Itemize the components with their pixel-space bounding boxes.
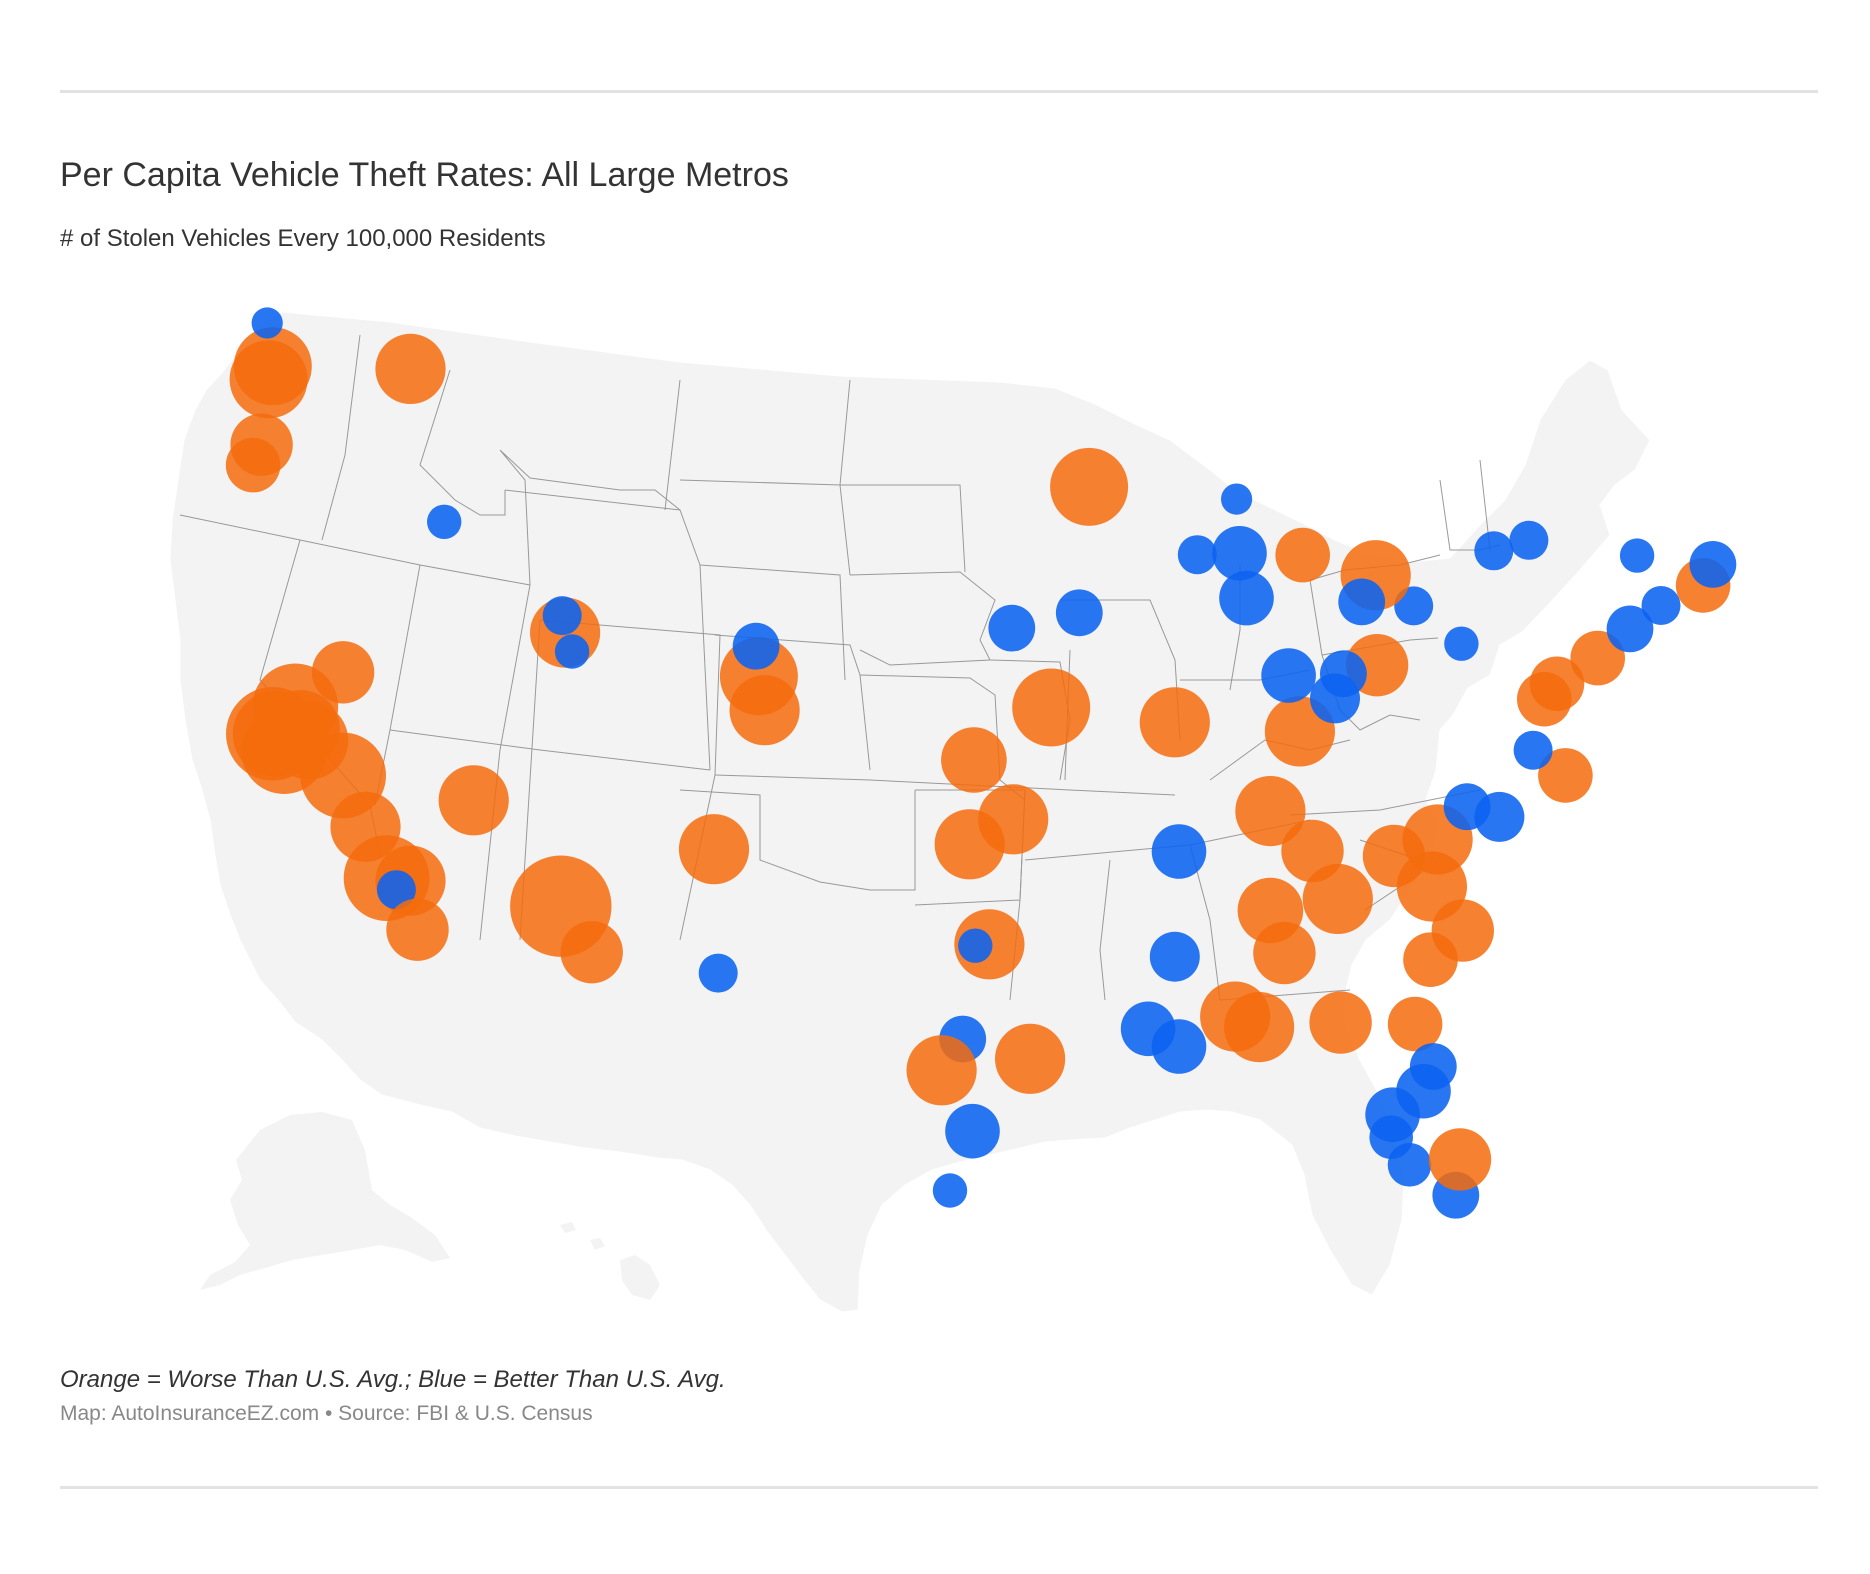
metro-marker-better xyxy=(945,1103,1000,1159)
metro-marker-better xyxy=(542,596,582,636)
border-line xyxy=(179,514,531,586)
metro-marker-better xyxy=(1387,1143,1432,1187)
map-canvas xyxy=(169,307,1737,1313)
metro-marker-worse xyxy=(1050,447,1129,526)
metro-marker-worse xyxy=(1387,996,1443,1052)
source-credit: Map: AutoInsuranceEZ.com • Source: FBI &… xyxy=(60,1402,593,1425)
border-line xyxy=(1099,859,1111,1001)
metro-marker-better xyxy=(1513,730,1553,770)
border-line xyxy=(714,634,871,771)
border-line xyxy=(679,789,916,891)
metro-marker-worse xyxy=(438,765,509,836)
metro-marker-worse xyxy=(1253,921,1316,985)
metro-marker-worse xyxy=(1538,748,1593,803)
metro-marker-worse xyxy=(678,814,750,885)
metro-markers xyxy=(225,307,1737,1219)
land-alaska xyxy=(200,1112,450,1290)
metro-marker-better xyxy=(1221,483,1253,515)
border-line xyxy=(839,484,851,576)
border-line xyxy=(479,584,531,941)
metro-marker-worse xyxy=(1529,656,1585,712)
metro-marker-better xyxy=(732,622,780,670)
metro-marker-better xyxy=(1606,605,1654,653)
metro-marker-worse xyxy=(375,333,446,404)
metro-marker-better xyxy=(1149,931,1200,982)
metro-marker-better xyxy=(958,928,993,963)
metro-marker-worse xyxy=(1302,863,1373,935)
metro-marker-better xyxy=(1409,1043,1457,1090)
bottom-divider xyxy=(60,1486,1818,1489)
metro-marker-better xyxy=(1689,541,1737,588)
metro-marker-worse xyxy=(386,898,449,961)
metro-marker-better xyxy=(1055,589,1103,637)
metro-marker-better xyxy=(1444,626,1479,661)
chart-title: Per Capita Vehicle Theft Rates: All Larg… xyxy=(60,156,789,194)
metro-marker-worse xyxy=(729,675,800,746)
metro-marker-better xyxy=(1509,520,1549,560)
metro-marker-worse xyxy=(1012,668,1091,747)
metro-marker-worse xyxy=(311,641,375,704)
metro-marker-worse xyxy=(1428,1128,1492,1191)
land-hawaii xyxy=(560,1222,660,1300)
metro-marker-better xyxy=(554,634,590,669)
metro-marker-worse xyxy=(1224,992,1295,1063)
metro-marker-better xyxy=(1320,650,1367,698)
chart-subtitle: # of Stolen Vehicles Every 100,000 Resid… xyxy=(60,225,546,252)
metro-marker-better xyxy=(1151,824,1207,879)
metro-marker-better xyxy=(251,307,283,339)
metro-marker-worse xyxy=(229,340,308,419)
border-line xyxy=(321,334,361,541)
metro-marker-worse xyxy=(225,437,281,493)
metro-marker-worse xyxy=(941,727,1007,793)
metro-marker-better xyxy=(1212,526,1267,581)
border-line xyxy=(419,369,506,516)
metro-marker-better xyxy=(1177,535,1217,575)
border-line xyxy=(389,729,711,771)
border-line xyxy=(499,449,681,586)
metro-marker-better xyxy=(1394,586,1434,626)
border-line xyxy=(664,379,681,511)
border-line xyxy=(840,484,966,573)
metro-marker-better xyxy=(1338,578,1386,626)
metro-marker-worse xyxy=(1309,991,1372,1054)
border-line xyxy=(849,571,996,666)
metro-marker-worse xyxy=(978,784,1049,855)
color-legend: Orange = Worse Than U.S. Avg.; Blue = Be… xyxy=(60,1366,726,1393)
metro-marker-worse xyxy=(1235,776,1306,847)
top-divider xyxy=(60,90,1818,93)
metro-marker-better xyxy=(698,953,738,993)
metro-marker-better xyxy=(1151,1019,1207,1074)
metro-marker-worse xyxy=(560,921,623,984)
metro-marker-better xyxy=(1261,648,1316,703)
metro-marker-better xyxy=(932,1173,968,1208)
metro-marker-better xyxy=(427,504,462,539)
metro-marker-better xyxy=(1619,538,1655,573)
metro-marker-better xyxy=(376,870,416,910)
metro-marker-worse xyxy=(906,1035,977,1106)
metro-marker-better xyxy=(1474,791,1525,842)
border-line xyxy=(504,489,711,771)
metro-marker-worse xyxy=(1275,527,1330,583)
metro-marker-better xyxy=(988,604,1036,652)
metro-marker-better xyxy=(1641,586,1681,625)
metro-marker-worse xyxy=(995,1023,1066,1094)
metro-marker-worse xyxy=(1570,630,1625,686)
metro-marker-better xyxy=(1474,531,1514,571)
us-map xyxy=(60,300,1818,1320)
metro-marker-better xyxy=(1219,570,1274,626)
metro-marker-worse xyxy=(1139,687,1210,758)
